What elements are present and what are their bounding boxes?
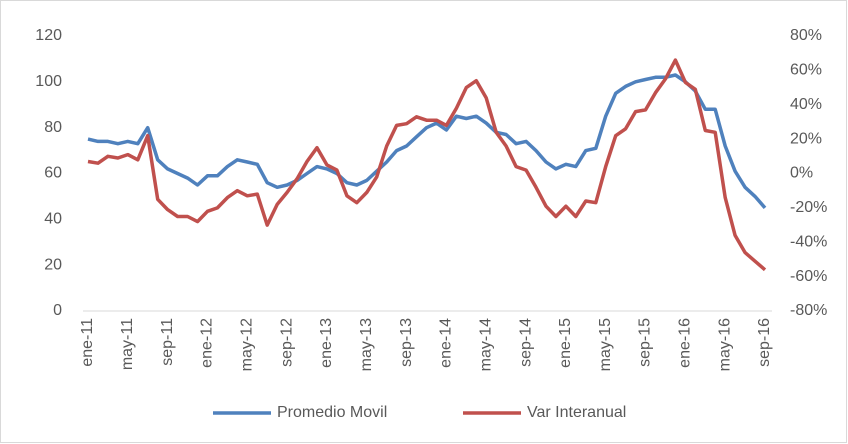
x-tick-label: may-11: [119, 318, 136, 370]
y2-tick-label: -60%: [790, 268, 827, 285]
y-tick-label: 20: [44, 256, 62, 273]
legend-label: Var Interanual: [527, 404, 626, 421]
x-tick-label: may-12: [239, 318, 256, 371]
x-tick-label: ene-16: [677, 318, 694, 368]
y2-tick-label: 60%: [790, 62, 822, 79]
legend-label: Promedio Movil: [277, 404, 387, 421]
x-tick-label: sep-12: [278, 318, 295, 367]
x-tick-label: may-13: [358, 318, 375, 371]
x-tick-label: sep-16: [756, 318, 773, 367]
series-line: [87, 73, 767, 210]
x-tick-label: sep-15: [637, 318, 654, 367]
y-tick-label: 120: [35, 27, 62, 44]
y2-tick-label: 40%: [790, 96, 822, 113]
x-tick-label: may-15: [597, 318, 614, 371]
y2-tick-label: 0%: [790, 165, 813, 182]
x-tick-label: ene-11: [79, 318, 96, 367]
x-tick-label: ene-12: [199, 318, 216, 368]
x-tick-label: sep-13: [398, 318, 415, 367]
x-tick-label: may-16: [716, 318, 733, 371]
y2-tick-label: 20%: [790, 130, 822, 147]
series-line: [87, 58, 767, 272]
x-tick-label: ene-15: [557, 318, 574, 368]
x-tick-label: sep-14: [517, 318, 534, 367]
x-tick-label: may-14: [477, 318, 494, 371]
y2-tick-label: 80%: [790, 27, 822, 44]
y-tick-label: 40: [44, 211, 62, 228]
y-tick-label: 0: [53, 302, 62, 319]
y-tick-label: 100: [35, 73, 62, 90]
y-tick-label: 60: [44, 165, 62, 182]
y2-tick-label: -20%: [790, 199, 827, 216]
x-tick-label: ene-13: [318, 318, 335, 368]
y2-tick-label: -80%: [790, 302, 827, 319]
x-tick-label: ene-14: [438, 318, 455, 368]
y-tick-label: 80: [44, 119, 62, 136]
y2-tick-label: -40%: [790, 233, 827, 250]
x-tick-label: sep-11: [159, 318, 176, 366]
